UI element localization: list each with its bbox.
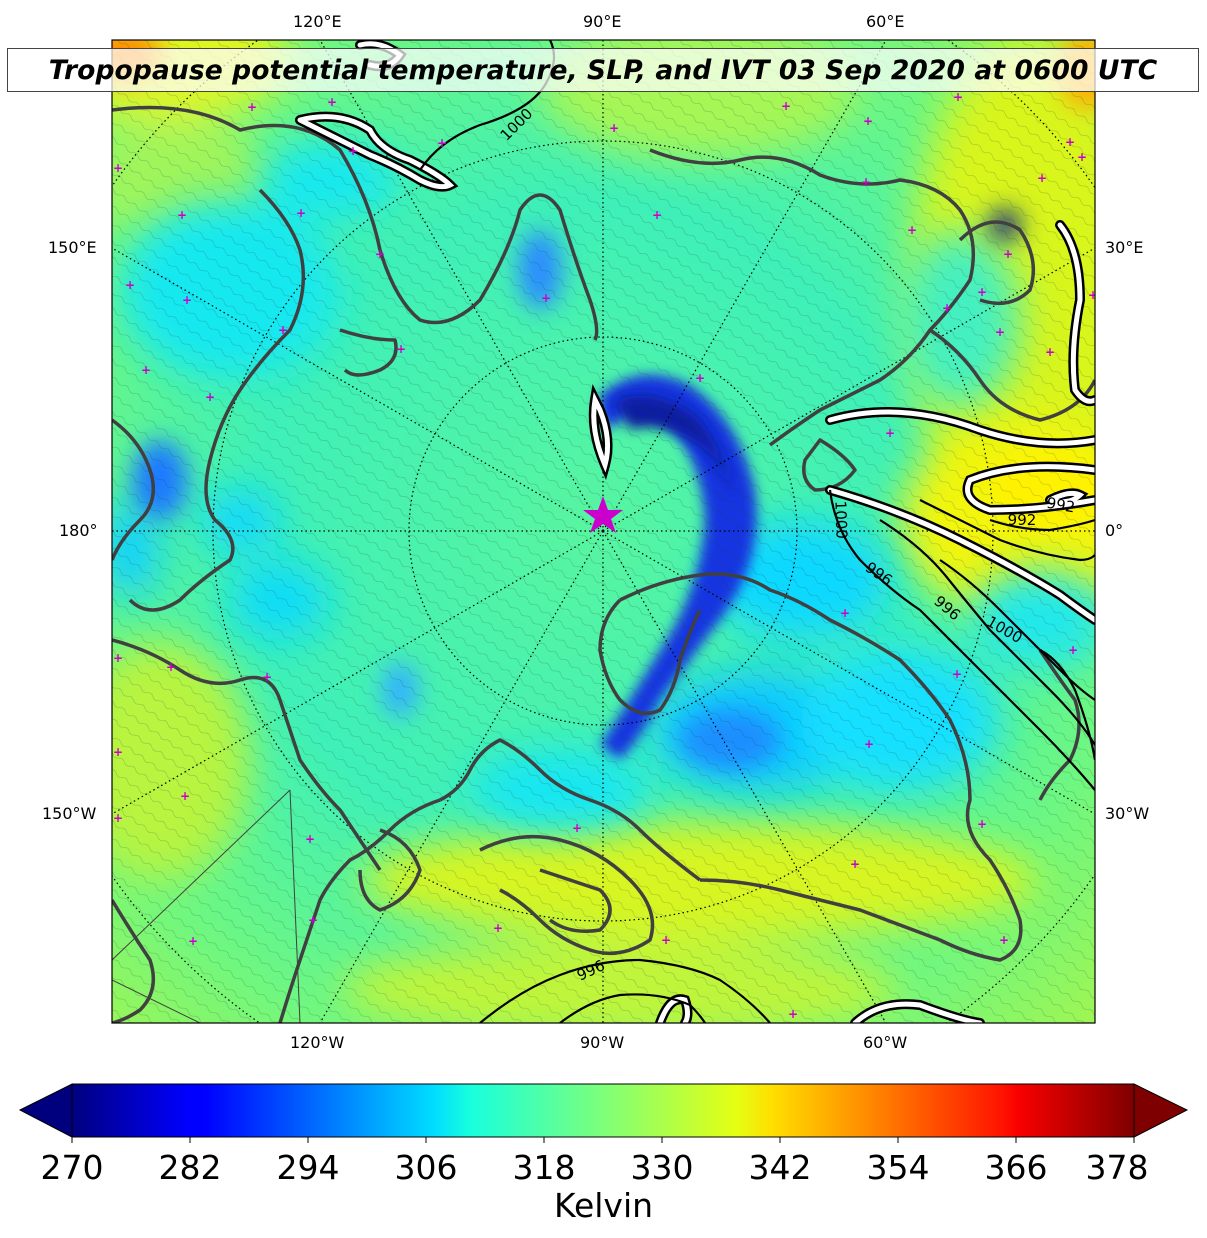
lon-label-top-2: 90°E — [583, 12, 622, 31]
station-marker: + — [113, 161, 123, 175]
lon-label-right-3: 30°W — [1105, 804, 1150, 823]
station-marker: + — [695, 371, 705, 385]
station-marker: + — [864, 737, 874, 751]
station-marker: + — [652, 208, 662, 222]
lon-label-top-1: 120°E — [293, 12, 342, 31]
station-marker: + — [113, 651, 123, 665]
station-marker: + — [907, 223, 917, 237]
lon-label-left-1: 150°E — [48, 238, 97, 257]
station-marker: + — [493, 921, 503, 935]
colorbar-tick-366: 366 — [984, 1148, 1048, 1187]
station-marker: + — [572, 821, 582, 835]
colorbar-tick-294: 294 — [276, 1148, 340, 1187]
colorbar-tick-270: 270 — [40, 1148, 104, 1187]
colorbar-tick-318: 318 — [512, 1148, 576, 1187]
borders — [112, 789, 301, 1023]
station-marker: + — [177, 208, 187, 222]
station-marker: + — [861, 175, 871, 189]
station-marker: + — [995, 325, 1005, 339]
station-marker: + — [327, 95, 337, 109]
vortex-center-star — [583, 496, 623, 533]
station-marker: + — [661, 933, 671, 947]
ivt-contours — [295, 40, 1095, 1023]
station-marker: + — [541, 291, 551, 305]
lon-label-bottom-1: 120°W — [290, 1033, 345, 1052]
lon-label-left-3: 150°W — [42, 804, 97, 823]
lon-label-left-2: 180° — [59, 521, 98, 540]
station-marker: + — [182, 293, 192, 307]
station-marker: + — [1077, 150, 1087, 164]
slp-label-6: 992 — [1045, 494, 1076, 517]
station-marker: + — [141, 363, 151, 377]
station-marker: + — [125, 278, 135, 292]
slp-label-3: 992 — [1008, 511, 1037, 529]
station-marker: + — [952, 667, 962, 681]
colorbar-tick-378: 378 — [1085, 1148, 1149, 1187]
lon-label-right-2: 0° — [1105, 521, 1124, 540]
colorbar-min-extend — [18, 1083, 73, 1138]
station-marker: + — [863, 114, 873, 128]
station-marker: + — [840, 606, 850, 620]
station-marker: + — [788, 1007, 798, 1021]
station-marker: + — [308, 913, 318, 927]
slp-contours — [419, 40, 1095, 1023]
station-marker: + — [348, 144, 358, 158]
station-marker: + — [999, 933, 1009, 947]
station-marker: + — [942, 301, 952, 315]
colorbar-tick-marks — [71, 1137, 1135, 1143]
station-marker: + — [977, 817, 987, 831]
title-box: Tropopause potential temperature, SLP, a… — [7, 48, 1199, 92]
station-marker: + — [113, 811, 123, 825]
station-marker: + — [1065, 135, 1075, 149]
station-marker: + — [305, 832, 315, 846]
station-marker: + — [437, 136, 447, 150]
lon-label-right-1: 30°E — [1105, 238, 1144, 257]
station-marker: + — [953, 90, 963, 104]
station-marker: + — [885, 426, 895, 440]
map-title: Tropopause potential temperature, SLP, a… — [48, 54, 1158, 86]
colorbar-tick-306: 306 — [394, 1148, 458, 1187]
colorbar-tick-342: 342 — [748, 1148, 812, 1187]
station-marker: + — [1045, 345, 1055, 359]
colorbar-tick-354: 354 — [866, 1148, 930, 1187]
station-marker: + — [850, 857, 860, 871]
station-marker: + — [977, 285, 987, 299]
lon-label-top-3: 60°E — [866, 12, 905, 31]
station-marker: + — [113, 745, 123, 759]
station-marker: + — [1037, 171, 1047, 185]
station-marker: + — [188, 934, 198, 948]
station-marker: + — [262, 670, 272, 684]
station-marker: + — [166, 660, 176, 674]
station-marker: + — [1003, 247, 1013, 261]
station-marker: + — [296, 206, 306, 220]
map-frame — [111, 39, 1096, 1024]
station-marker: + — [1088, 288, 1098, 302]
colorbar-bar — [71, 1083, 1135, 1138]
station-marker: + — [375, 247, 385, 261]
lon-label-bottom-2: 90°W — [580, 1033, 625, 1052]
colorbar-label: Kelvin — [553, 1186, 654, 1225]
colorbar-tick-282: 282 — [158, 1148, 222, 1187]
coastlines — [112, 105, 1095, 1023]
colorbar — [18, 1083, 1189, 1143]
map-area: + + + + + + + + + + + + + + + + + + + + + + + + + + + + + + + + + + + + + + + +… — [112, 40, 1098, 1023]
colorbar-max-extend — [1133, 1083, 1189, 1138]
colorbar-tick-330: 330 — [630, 1148, 694, 1187]
station-markers: + + + + + + + + + + + + + + + + + + + + + + + + + + + + + + + + + + + + + + + +… — [113, 90, 1098, 1021]
station-marker: + — [205, 390, 215, 404]
lon-label-bottom-3: 60°W — [863, 1033, 908, 1052]
slp-label-1: 1000 — [831, 500, 850, 539]
station-marker: + — [396, 342, 406, 356]
station-marker: + — [278, 323, 288, 337]
station-marker: + — [609, 121, 619, 135]
station-marker: + — [180, 789, 190, 803]
station-marker: + — [247, 100, 257, 114]
station-marker: + — [1068, 643, 1078, 657]
station-marker: + — [781, 99, 791, 113]
